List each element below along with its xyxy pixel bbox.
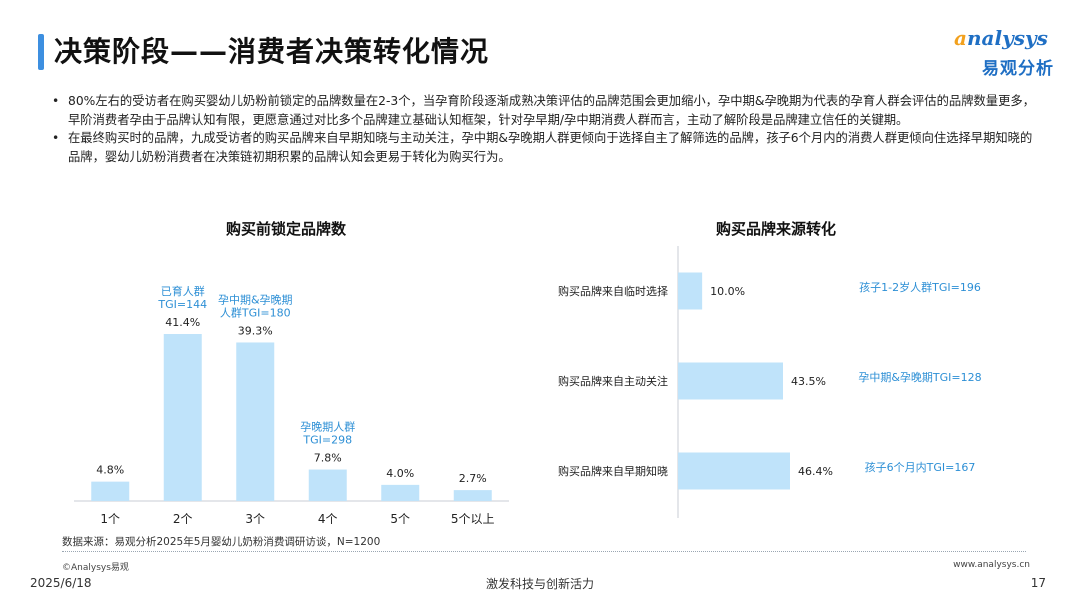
website-link[interactable]: www.analysys.cn (953, 560, 1030, 570)
bar-value-label: 4.0% (386, 467, 414, 480)
logo-chinese-name: 易观分析 (982, 59, 1054, 79)
page-number: 17 (1030, 576, 1046, 590)
analysys-logo: analysys 易观分析 (954, 24, 1062, 80)
bar-value-label: 7.8% (314, 452, 342, 465)
tgi-annotation: TGI=144 (157, 298, 207, 311)
page-title: 决策阶段——消费者决策转化情况 (54, 35, 490, 68)
bar (453, 490, 492, 501)
summary-bullets: • 80%左右的受访者在购买婴幼儿奶粉前锁定的品牌数量在2-3个，当孕育阶段逐渐… (52, 92, 1042, 166)
y-tick-label: 购买品牌来自早期知晓 (558, 464, 668, 478)
footer-date: 2025/6/18 (30, 576, 92, 590)
bullet-dot: • (52, 131, 60, 145)
bar-value-label: 39.3% (238, 324, 273, 337)
x-tick-label: 5个 (390, 512, 410, 526)
brand-source-bar-chart: 购买品牌来自临时选择 10.0% 孩子1-2岁人群TGI=196 购买品牌来自主动关注… (558, 246, 982, 518)
left-chart-title: 购买前锁定品牌数 (226, 220, 347, 238)
brand-count-bar-chart: 4.8% 1个 41.4% 2个 39.3% 3个 7.8% 4个 4.0% 5个 2.7% 5个以上… (74, 284, 509, 526)
bullet-dot: • (52, 94, 60, 108)
bar (91, 481, 130, 501)
x-tick-label: 4个 (318, 512, 338, 526)
bullet-text: 80%左右的受访者在购买婴幼儿奶粉前锁定的品牌数量在2-3个，当孕育阶段逐渐成熟… (68, 94, 1035, 127)
bar-value-label: 43.5% (791, 375, 826, 388)
bar-value-label: 4.8% (96, 464, 124, 477)
bar-value-label: 2.7% (459, 472, 487, 485)
tgi-annotation: 孕中期&孕晚期 (218, 293, 293, 306)
bar (678, 272, 703, 310)
data-source-note: 数据来源：易观分析2025年5月婴幼儿奶粉消费调研访谈，N=1200 (62, 536, 381, 548)
bar (163, 334, 202, 501)
bullet-item-1: • 80%左右的受访者在购买婴幼儿奶粉前锁定的品牌数量在2-3个，当孕育阶段逐渐… (52, 92, 1042, 129)
x-tick-label: 1个 (100, 512, 120, 526)
y-tick-label: 购买品牌来自主动关注 (558, 374, 668, 388)
bar (308, 469, 347, 501)
bar-value-label: 41.4% (165, 316, 200, 329)
x-tick-label: 5个以上 (451, 512, 495, 526)
bar (678, 452, 790, 490)
bar-value-label: 46.4% (798, 465, 833, 478)
y-tick-label: 购买品牌来自临时选择 (558, 284, 668, 298)
bar (381, 484, 420, 501)
footer-divider (62, 551, 1026, 552)
tgi-annotation: TGI=298 (302, 434, 352, 447)
copyright-text: ©Analysys易观 (62, 563, 129, 573)
tgi-annotation: 孕晚期人群 (300, 420, 355, 434)
footer-slogan: 激发科技与创新活力 (485, 577, 594, 591)
tgi-annotation: 孩子6个月内TGI=167 (865, 460, 976, 474)
tgi-annotation: 孕中期&孕晚期TGI=128 (858, 371, 981, 384)
x-tick-label: 2个 (173, 512, 193, 526)
bullet-text: 在最终购买时的品牌，九成受访者的购买品牌来自早期知晓与主动关注，孕中期&孕晚期人… (68, 131, 1033, 164)
right-chart-title: 购买品牌来源转化 (716, 220, 837, 238)
bullet-item-2: • 在最终购买时的品牌，九成受访者的购买品牌来自早期知晓与主动关注，孕中期&孕晚… (52, 129, 1042, 166)
x-tick-label: 3个 (245, 512, 265, 526)
logo-letters: nalysys (966, 26, 1048, 50)
logo-letter-a: a (954, 26, 967, 50)
bar (236, 342, 275, 501)
title-accent-bar (38, 34, 44, 70)
bar (678, 362, 783, 400)
bar-value-label: 10.0% (710, 285, 745, 298)
logo-wordmark: analysys (954, 26, 1048, 50)
tgi-annotation: 已育人群 (161, 284, 205, 298)
tgi-annotation: 人群TGI=180 (220, 305, 291, 319)
tgi-annotation: 孩子1-2岁人群TGI=196 (859, 280, 981, 294)
